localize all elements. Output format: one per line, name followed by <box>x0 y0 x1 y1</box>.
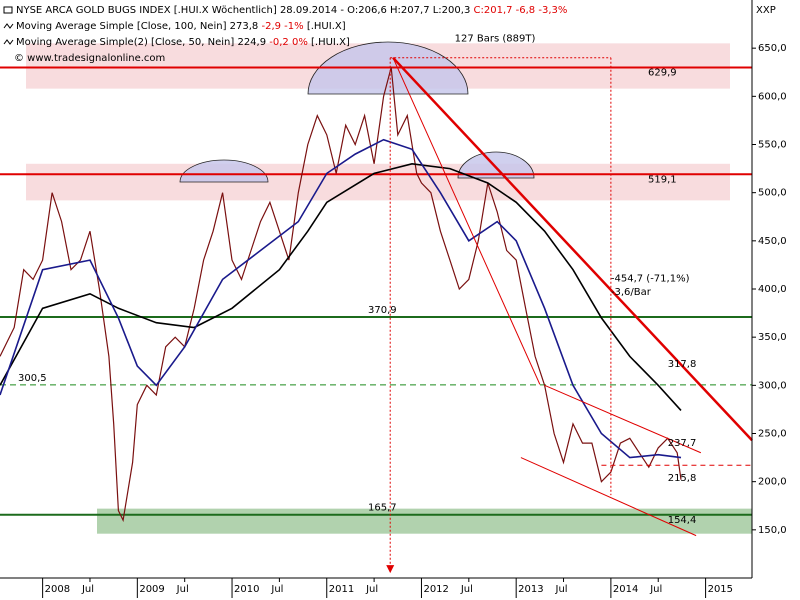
y-tick-label: 250,0 <box>758 429 787 440</box>
x-tick-label: 2014 <box>613 584 638 595</box>
symbol: XXP <box>756 5 776 16</box>
x-tick-label: Jul <box>176 584 189 595</box>
x-tick-label: Jul <box>365 584 378 595</box>
legend-text: Moving Average Simple [Close, 100, Nein]… <box>16 21 258 32</box>
annotation: 127 Bars (889T) <box>455 34 536 45</box>
y-tick-label: 550,0 <box>758 140 787 151</box>
legend-text: Moving Average Simple(2) [Close, 50, Nei… <box>16 37 266 48</box>
y-tick-label: 450,0 <box>758 236 787 247</box>
legend-change: -0,2 0% <box>269 37 308 48</box>
x-tick-label: Jul <box>270 584 283 595</box>
x-tick-label: 2009 <box>139 584 164 595</box>
legend-icon <box>3 39 14 45</box>
x-tick-label: Jul <box>460 584 473 595</box>
trendline <box>392 56 753 442</box>
y-tick-label: 350,0 <box>758 332 787 343</box>
annotation: -3,6/Bar <box>611 287 652 298</box>
legend-tail: [.HUI.X] <box>311 37 350 48</box>
annotation: 237,7 <box>668 438 697 449</box>
arc-pattern <box>457 151 535 179</box>
y-tick-label: 300,0 <box>758 380 787 391</box>
x-tick-label: 2015 <box>708 584 733 595</box>
level-label: 300,5 <box>18 373 47 384</box>
legend-entry: Moving Average Simple(2) [Close, 50, Nei… <box>16 37 350 48</box>
legend-entry: Moving Average Simple [Close, 100, Nein]… <box>16 21 346 32</box>
legend-icon <box>3 6 13 14</box>
price-line <box>0 67 682 523</box>
zone <box>97 508 752 534</box>
copyright: © www.tradesignalonline.com <box>14 53 165 64</box>
x-tick-label: 2013 <box>518 584 543 595</box>
legend-tail: [.HUI.X] <box>307 21 346 32</box>
y-tick-label: 600,0 <box>758 91 787 102</box>
y-tick-label: 200,0 <box>758 477 787 488</box>
x-tick-label: Jul <box>81 584 94 595</box>
annotation: 154,4 <box>668 515 697 526</box>
trendline <box>392 57 541 385</box>
level-label: 629,9 <box>648 68 677 79</box>
legend-change: -2,9 -1% <box>261 21 303 32</box>
x-tick-label: Jul <box>555 584 568 595</box>
moving-average <box>0 138 682 459</box>
annotation: -454,7 (-71,1%) <box>611 273 690 284</box>
y-tick-label: 500,0 <box>758 188 787 199</box>
x-tick-label: 2010 <box>234 584 259 595</box>
legend-text: NYSE ARCA GOLD BUGS INDEX [.HUI.X Wöchen… <box>16 5 470 16</box>
x-tick-label: 2012 <box>423 584 448 595</box>
zone <box>26 163 730 201</box>
y-tick-label: 150,0 <box>758 525 787 536</box>
trendline <box>544 384 702 454</box>
level-label: 165,7 <box>368 503 397 514</box>
y-tick-label: 400,0 <box>758 284 787 295</box>
annotation: 215,8 <box>668 473 697 484</box>
x-tick-label: 2011 <box>329 584 354 595</box>
level-label: 519,1 <box>648 174 677 185</box>
level-label: 370,9 <box>368 305 397 316</box>
moving-average <box>0 162 682 411</box>
x-tick-label: Jul <box>649 584 662 595</box>
legend-entry: NYSE ARCA GOLD BUGS INDEX [.HUI.X Wöchen… <box>16 5 567 16</box>
x-tick-label: 2008 <box>45 584 70 595</box>
y-tick-label: 650,0 <box>758 43 787 54</box>
plot-area <box>0 41 753 574</box>
legend-change: C:201,7 -6,8 -3,3% <box>474 5 568 16</box>
annotation: 317,8 <box>668 359 697 370</box>
arrow-head <box>386 565 395 574</box>
legend-icon <box>3 23 14 29</box>
trendline <box>520 457 697 537</box>
